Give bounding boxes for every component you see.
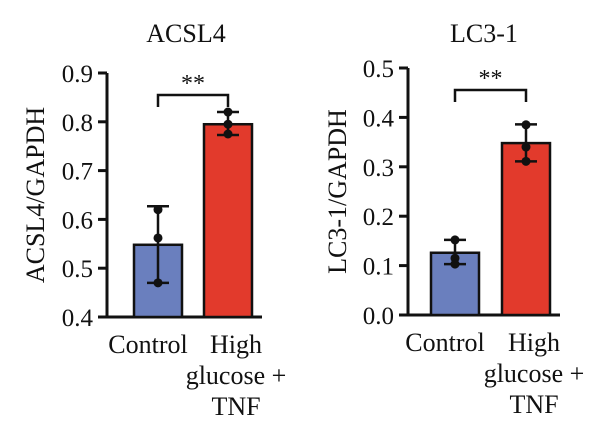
- data-point: [153, 205, 163, 215]
- x-category-label-line: TNF: [211, 392, 260, 421]
- y-tick-label: 0.9: [62, 61, 93, 88]
- y-axis-label: LC3-1/GAPDH: [323, 109, 352, 274]
- y-tick-label: 0.2: [363, 204, 394, 231]
- data-point: [450, 259, 460, 269]
- chart-title: LC3-1: [450, 19, 518, 48]
- x-category-label-line: Control: [108, 330, 187, 359]
- data-point: [450, 235, 460, 245]
- chart-title: ACSL4: [146, 19, 225, 48]
- y-tick-label: 0.6: [62, 207, 93, 234]
- y-tick-label: 0.4: [62, 305, 94, 332]
- significance-label: **: [181, 71, 205, 97]
- y-tick-label: 0.4: [363, 105, 395, 132]
- data-point: [153, 278, 163, 288]
- bar: [500, 141, 552, 317]
- x-category-label-line: High: [508, 328, 560, 357]
- significance-bracket: [453, 88, 528, 102]
- y-tick-label: 0.8: [62, 110, 93, 137]
- data-point: [521, 142, 531, 152]
- significance-bracket: [156, 93, 230, 107]
- x-category-label-line: TNF: [509, 390, 558, 419]
- x-category-label-line: High: [210, 330, 262, 359]
- data-point: [521, 120, 531, 130]
- x-category-label: Control: [108, 330, 187, 359]
- y-tick-label: 0.7: [62, 159, 93, 186]
- x-category-label-line: glucose +: [186, 361, 287, 390]
- x-category-label: High glucose + TNF: [186, 330, 287, 421]
- data-point: [223, 129, 233, 139]
- data-point: [223, 119, 233, 129]
- bar: [202, 122, 254, 319]
- y-tick-label: 0.5: [62, 256, 93, 283]
- x-category-label-line: Control: [405, 328, 484, 357]
- data-point: [223, 107, 233, 117]
- significance-label: **: [479, 66, 503, 92]
- x-category-label: Control: [405, 328, 484, 357]
- y-tick-label: 0.5: [363, 56, 394, 83]
- x-category-label: High glucose + TNF: [484, 328, 585, 419]
- y-tick-label: 0.3: [363, 155, 394, 182]
- y-tick-label: 0.0: [363, 303, 394, 330]
- chart-acsl4: ACSL4 ACSL4/GAPDH 0.4 0.5 0.6 0.7 0.8 0.9 Contro…: [21, 19, 286, 421]
- y-tick-label: 0.1: [363, 254, 394, 281]
- x-category-label-line: glucose +: [484, 359, 585, 388]
- chart-lc3-1: LC3-1 LC3-1/GAPDH 0.0 0.1 0.2 0.3 0.4 0.5 Contro…: [323, 19, 584, 419]
- data-point: [153, 233, 163, 243]
- y-axis-label: ACSL4/GAPDH: [21, 107, 50, 283]
- data-point: [521, 156, 531, 166]
